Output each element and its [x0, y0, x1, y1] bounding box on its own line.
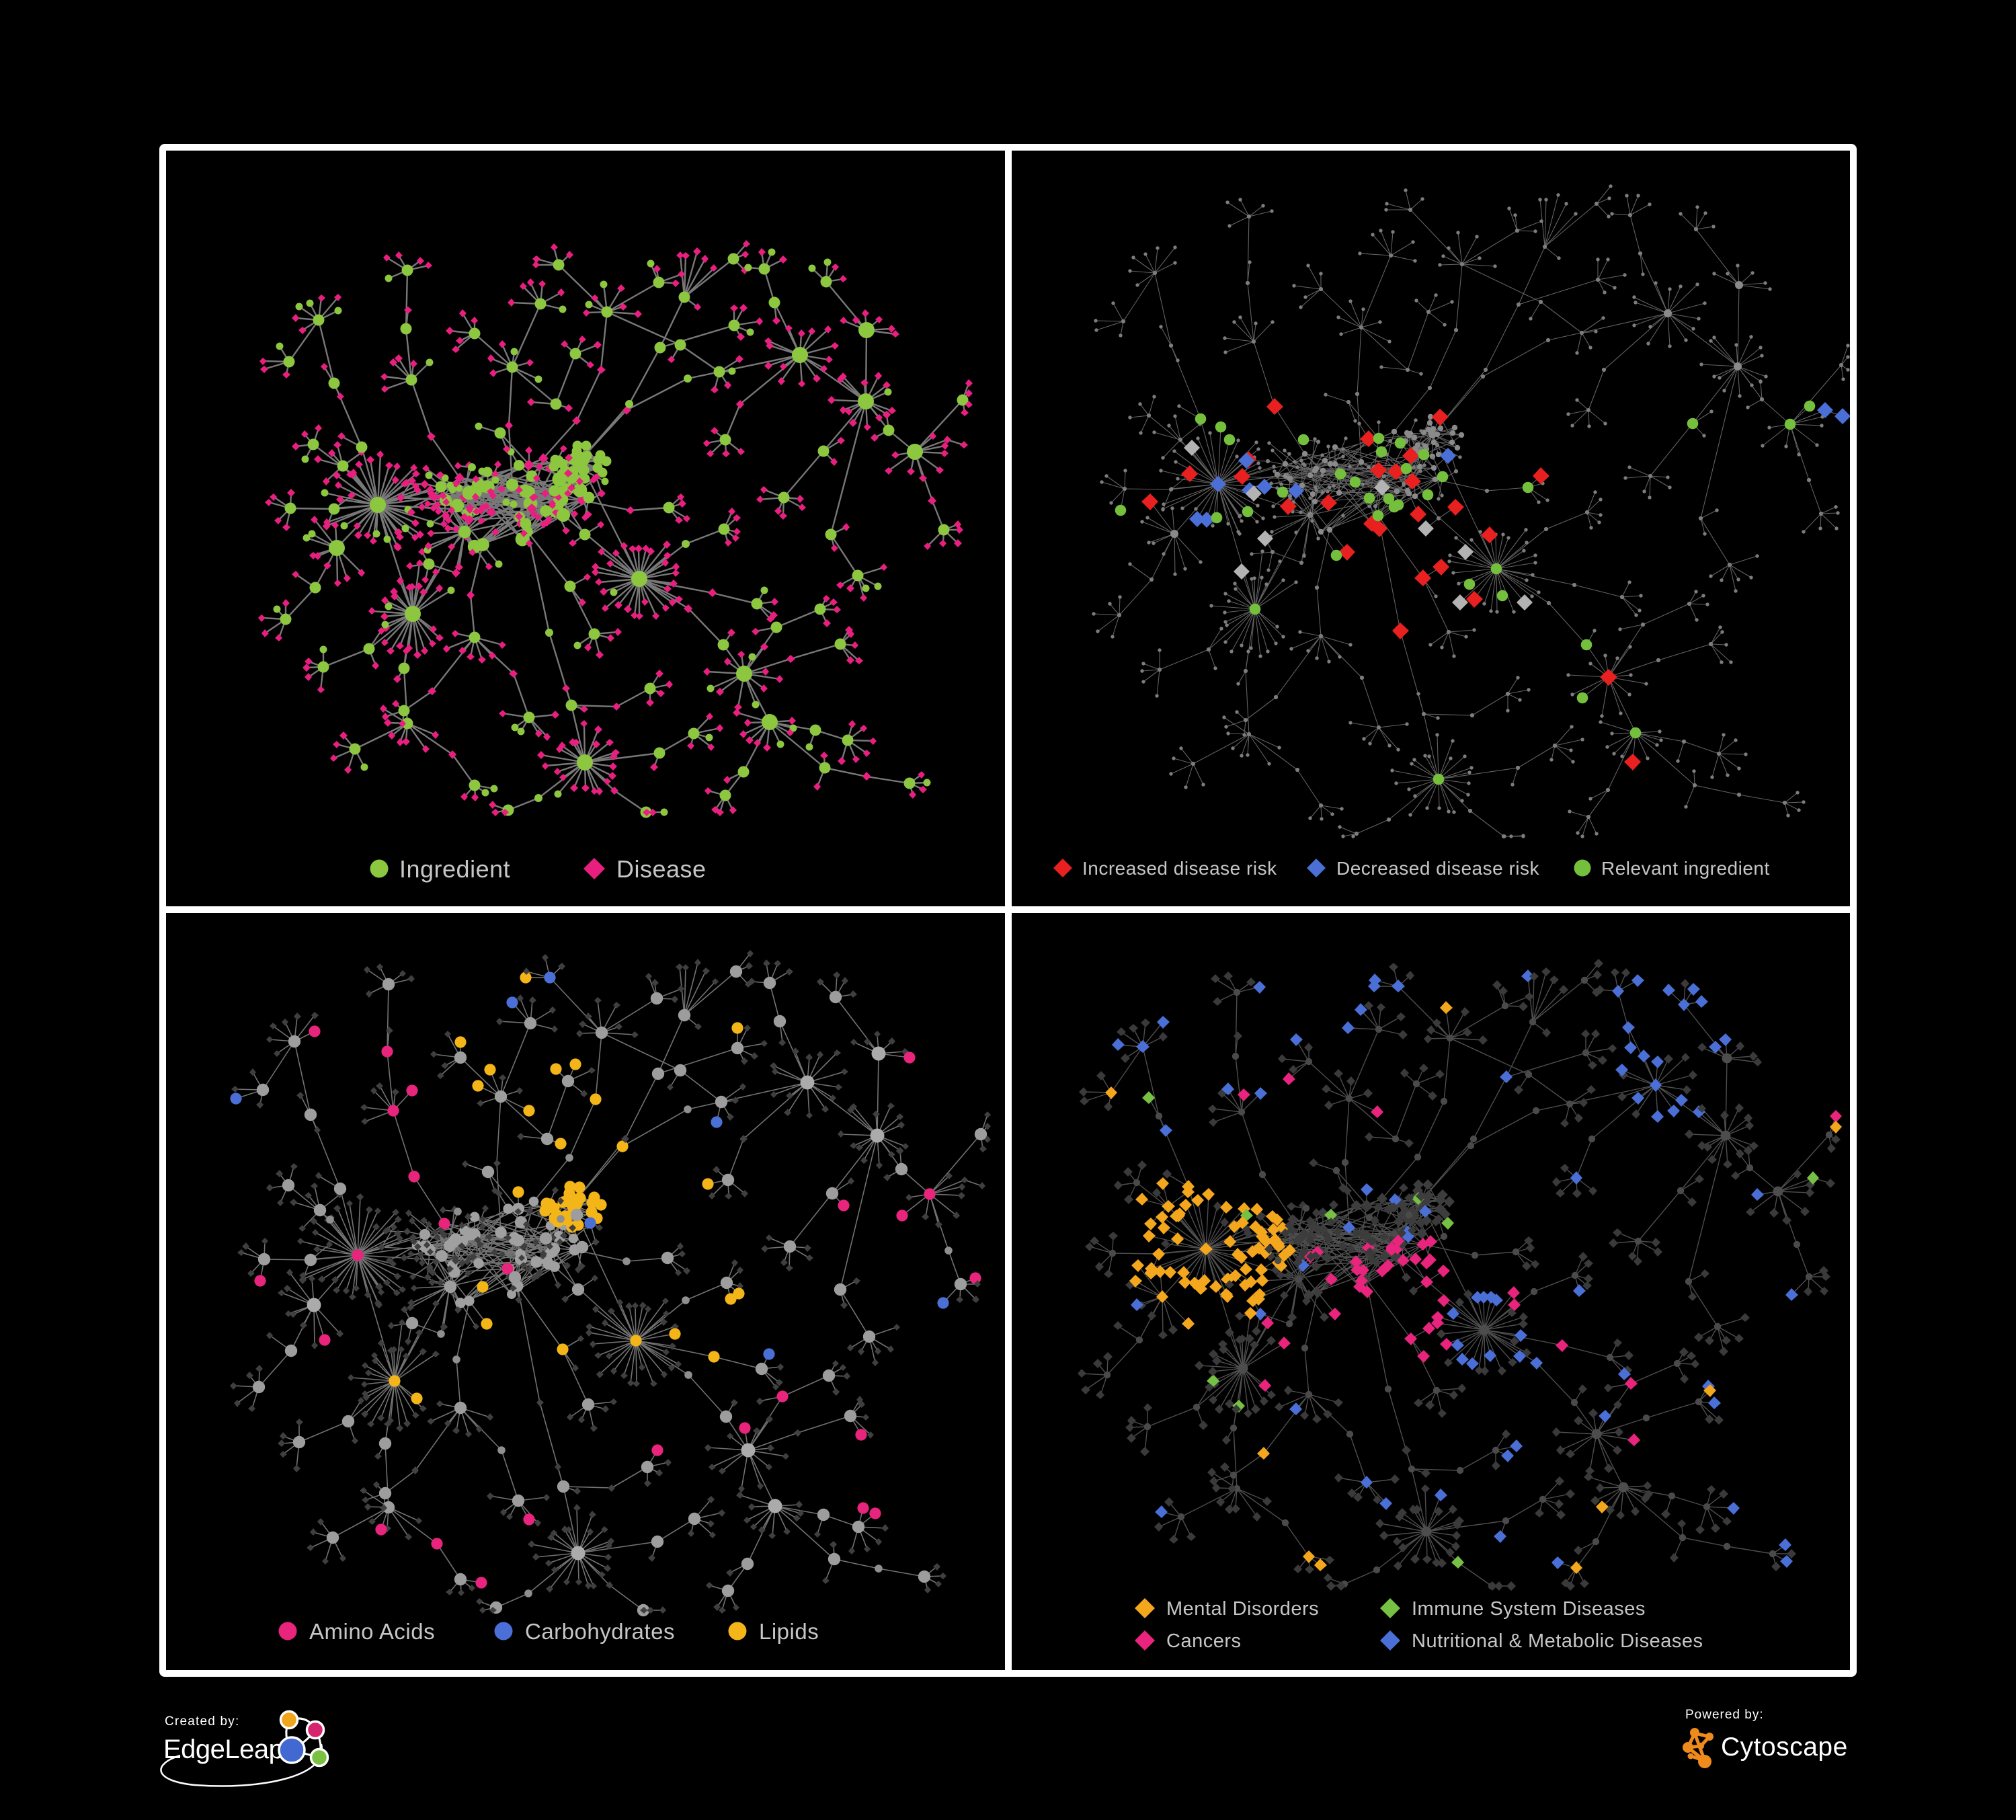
- svg-text:Increased disease risk: Increased disease risk: [1082, 858, 1277, 879]
- svg-text:Carbohydrates: Carbohydrates: [525, 1619, 675, 1644]
- svg-text:Mental Disorders: Mental Disorders: [1166, 1598, 1319, 1620]
- svg-text:Cancers: Cancers: [1166, 1630, 1242, 1652]
- svg-text:Relevant ingredient: Relevant ingredient: [1601, 858, 1770, 879]
- svg-text:Decreased disease risk: Decreased disease risk: [1336, 858, 1540, 879]
- svg-text:Nutritional & Metabolic Diseas: Nutritional & Metabolic Diseases: [1412, 1630, 1703, 1652]
- svg-text:Amino Acids: Amino Acids: [309, 1619, 435, 1644]
- svg-text:Created by:: Created by:: [165, 1714, 239, 1729]
- svg-text:Immune System Diseases: Immune System Diseases: [1412, 1598, 1646, 1620]
- svg-text:Lipids: Lipids: [759, 1619, 819, 1644]
- svg-text:Disease: Disease: [616, 855, 707, 883]
- svg-text:Cytoscape: Cytoscape: [1721, 1733, 1848, 1762]
- svg-text:EdgeLeap: EdgeLeap: [163, 1735, 283, 1764]
- svg-text:Ingredient: Ingredient: [399, 855, 510, 883]
- svg-text:Powered by:: Powered by:: [1685, 1708, 1764, 1722]
